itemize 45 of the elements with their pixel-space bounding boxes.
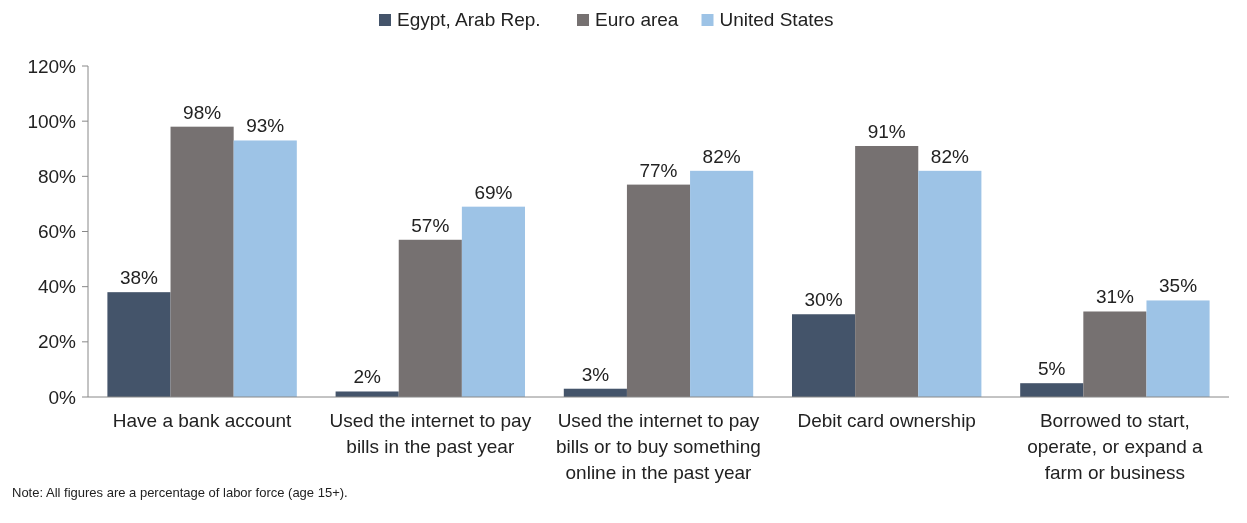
data-label: 82%: [930, 145, 969, 167]
y-tick-label: 80%: [37, 165, 77, 187]
bar: [335, 391, 399, 397]
bar: [1146, 300, 1210, 397]
bar: [170, 126, 234, 397]
bar: [1020, 383, 1084, 397]
bar: [918, 170, 982, 397]
data-label: 3%: [581, 363, 610, 385]
x-tick-label: Borrowed to start, operate, or expand a farm or business: [1027, 410, 1203, 483]
x-tick-label: Used the internet to pay bills in the past year: [329, 410, 532, 457]
y-tick-label: 20%: [37, 331, 77, 353]
data-label: 77%: [639, 159, 678, 181]
data-label: 69%: [474, 181, 513, 203]
data-label: 98%: [183, 101, 222, 123]
data-label: 91%: [867, 120, 906, 142]
bar: [792, 314, 856, 397]
legend-label: Egypt, Arab Rep.: [397, 9, 541, 30]
data-label: 82%: [702, 145, 741, 167]
data-label: 2%: [353, 366, 381, 388]
data-label: 30%: [804, 289, 843, 311]
legend-label: United States: [719, 9, 834, 30]
bar: [855, 145, 919, 397]
bar: [626, 184, 691, 397]
bar: [1083, 311, 1147, 397]
x-tick-label: Debit card ownership: [797, 410, 976, 431]
data-label: 38%: [119, 267, 159, 289]
y-tick-label: 100%: [27, 110, 77, 132]
data-label: 31%: [1095, 286, 1135, 308]
data-label: 57%: [411, 214, 450, 236]
bar: [690, 170, 754, 397]
data-label: 35%: [1159, 275, 1198, 297]
legend-label: Euro area: [595, 9, 679, 30]
y-tick-label: 120%: [27, 55, 77, 77]
bar: [107, 292, 171, 397]
y-tick-label: 40%: [37, 276, 77, 298]
data-label: 93%: [246, 115, 285, 137]
y-tick-label: 0%: [48, 386, 77, 408]
bar: [461, 206, 525, 397]
data-label: 5%: [1038, 358, 1066, 380]
y-tick-label: 60%: [37, 221, 77, 243]
bar: [398, 239, 462, 397]
x-tick-label: Have a bank account: [112, 410, 293, 431]
x-tick-label: Used the internet to pay bills or to buy something online in the past year: [556, 410, 761, 483]
text: Note: All figures are a percentage of labor force (age 15+).: [12, 485, 348, 500]
bar: [233, 140, 297, 397]
